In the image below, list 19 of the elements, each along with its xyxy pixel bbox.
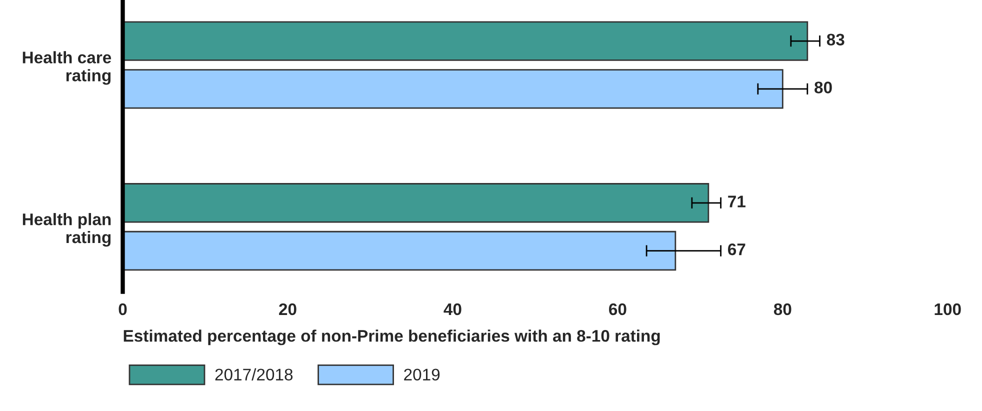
x-tick-label: 40	[444, 303, 462, 316]
bar	[122, 21, 808, 61]
legend-label: 2019	[404, 368, 440, 381]
x-tick-label: 20	[279, 303, 296, 316]
data-label: 67	[728, 243, 746, 256]
data-label: 83	[826, 34, 844, 46]
x-tick-label: 100	[934, 303, 961, 316]
bar	[122, 183, 710, 223]
bar	[122, 69, 784, 109]
x-axis-title: Estimated percentage of non-Prime beneficiaries with an 8-10 rating	[124, 330, 660, 346]
legend-label: 2017/2018	[215, 368, 293, 381]
data-label: 80	[814, 82, 832, 94]
data-label: 71	[728, 196, 746, 208]
bar	[122, 230, 676, 271]
y-tick-label: Health plan rating	[22, 213, 111, 247]
x-tick-label: 0	[118, 303, 127, 316]
x-tick-label: 60	[609, 303, 626, 316]
y-tick-label: Health care rating	[22, 51, 112, 85]
x-tick-label: 80	[774, 303, 792, 316]
